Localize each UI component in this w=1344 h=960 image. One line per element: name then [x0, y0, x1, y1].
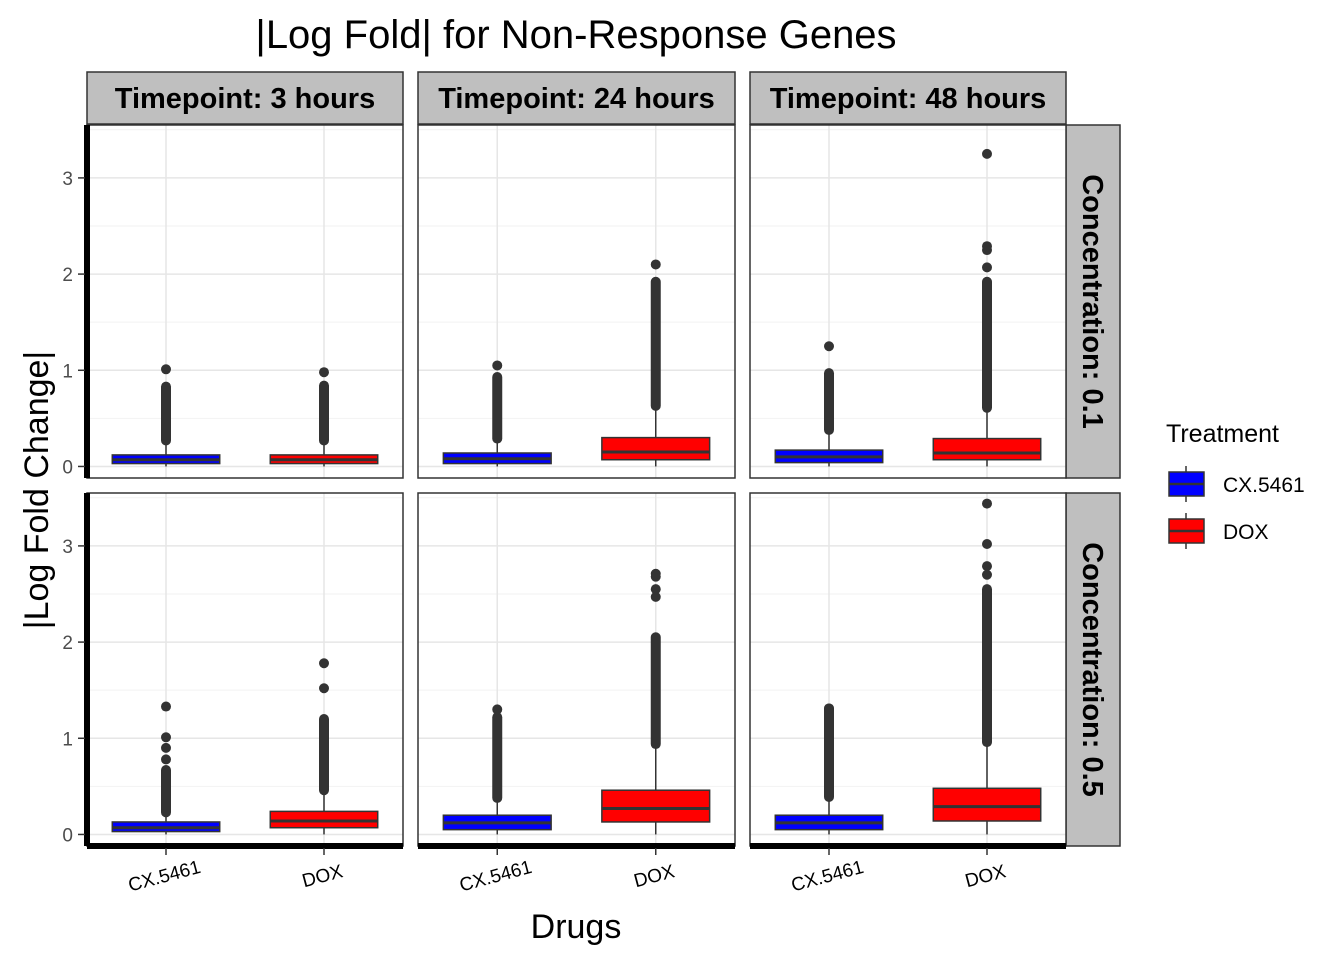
- panel-background: [418, 125, 735, 478]
- outlier-point: [161, 742, 171, 753]
- facet-strip-row-label: Concentration: 0.1: [1076, 174, 1108, 429]
- box-iqr: [601, 789, 711, 823]
- box-cx-5461: [111, 364, 221, 467]
- outlier-point: [492, 704, 503, 715]
- facet-strip-row: [1065, 492, 1121, 847]
- outlier-point: [650, 584, 661, 595]
- outlier-point: [982, 148, 992, 159]
- outlier-point: [982, 561, 992, 572]
- legend-items: CX.5461 DOX: [1168, 466, 1305, 549]
- facet-strip-col: [417, 71, 736, 125]
- facet-panel: [749, 492, 1067, 847]
- y-tick-label: 2: [62, 633, 73, 654]
- outlier-point: [319, 683, 329, 694]
- y-tick-label: 3: [62, 169, 73, 190]
- facet-strip-col: [86, 71, 404, 125]
- legend-item: CX.5461: [1168, 466, 1305, 502]
- panel-border: [417, 124, 736, 479]
- box-cx-5461: [774, 703, 884, 835]
- outlier-point: [650, 259, 661, 270]
- facet-panel: [749, 124, 1067, 479]
- y-tick-label: 3: [62, 537, 73, 558]
- legend-item-label: DOX: [1223, 521, 1269, 544]
- outlier-point: [982, 262, 992, 273]
- facet-panel: [86, 492, 404, 847]
- legend-item-label: CX.5461: [1223, 474, 1305, 497]
- outlier-point: [982, 241, 992, 252]
- panel-background: [750, 493, 1066, 846]
- y-axis-label: |Log Fold Change|: [18, 351, 56, 630]
- box-dox: [269, 367, 379, 467]
- outlier-point: [319, 658, 329, 669]
- y-tick-label: 1: [62, 729, 73, 750]
- box-dox: [932, 148, 1042, 467]
- outlier-point: [161, 732, 171, 743]
- outlier-point: [161, 364, 171, 375]
- box-cx-5461: [442, 704, 552, 835]
- box-iqr: [932, 437, 1042, 461]
- facet-panel: [417, 492, 736, 847]
- box-cx-5461: [442, 360, 552, 467]
- outlier-point: [982, 498, 992, 509]
- outlier-point: [824, 703, 834, 714]
- facet-strip-row: [1065, 124, 1121, 479]
- facet-strip-col-label: Timepoint: 24 hours: [438, 83, 715, 115]
- outlier-point: [492, 360, 503, 371]
- chart-title: |Log Fold| for Non-Response Genes: [255, 13, 896, 57]
- box-iqr: [932, 787, 1042, 822]
- panel-background: [750, 125, 1066, 478]
- legend-item: DOX: [1168, 513, 1269, 549]
- panel-background: [87, 493, 403, 846]
- outlier-point: [824, 341, 834, 352]
- box-cx-5461: [774, 341, 884, 467]
- panel-background: [87, 125, 403, 478]
- x-axis-label: Drugs: [531, 908, 622, 946]
- outlier-point: [650, 591, 661, 602]
- y-tick-label: 0: [62, 457, 73, 478]
- outlier-point: [982, 538, 992, 549]
- facet-panel: [417, 124, 736, 479]
- outlier-point: [161, 701, 171, 712]
- facet-panel: [86, 124, 404, 479]
- box-dox: [601, 259, 711, 467]
- legend-title: Treatment: [1166, 420, 1279, 448]
- box-dox: [932, 498, 1042, 835]
- outlier-point: [650, 568, 661, 579]
- box-dox: [601, 568, 711, 835]
- facet-strip-col-label: Timepoint: 3 hours: [115, 83, 375, 115]
- panel-background: [418, 493, 735, 846]
- outlier-point: [982, 569, 992, 580]
- facet-panels: Timepoint: 3 hours Timepoint: 24 hours Tim…: [62, 71, 1121, 896]
- outlier-point: [319, 367, 329, 378]
- legend: Treatment CX.5461 DOX: [1166, 420, 1305, 549]
- facet-strip-col-label: Timepoint: 48 hours: [770, 83, 1047, 115]
- facet-strip-row-label: Concentration: 0.5: [1076, 542, 1108, 797]
- outlier-point: [161, 754, 171, 765]
- panel-border: [749, 124, 1067, 479]
- box-iqr: [601, 436, 711, 461]
- facet-strip-col: [749, 71, 1067, 125]
- y-tick-label: 0: [62, 825, 73, 846]
- box-dox: [269, 658, 379, 835]
- y-tick-label: 2: [62, 265, 73, 286]
- y-tick-label: 1: [62, 361, 73, 382]
- box-cx-5461: [111, 701, 221, 835]
